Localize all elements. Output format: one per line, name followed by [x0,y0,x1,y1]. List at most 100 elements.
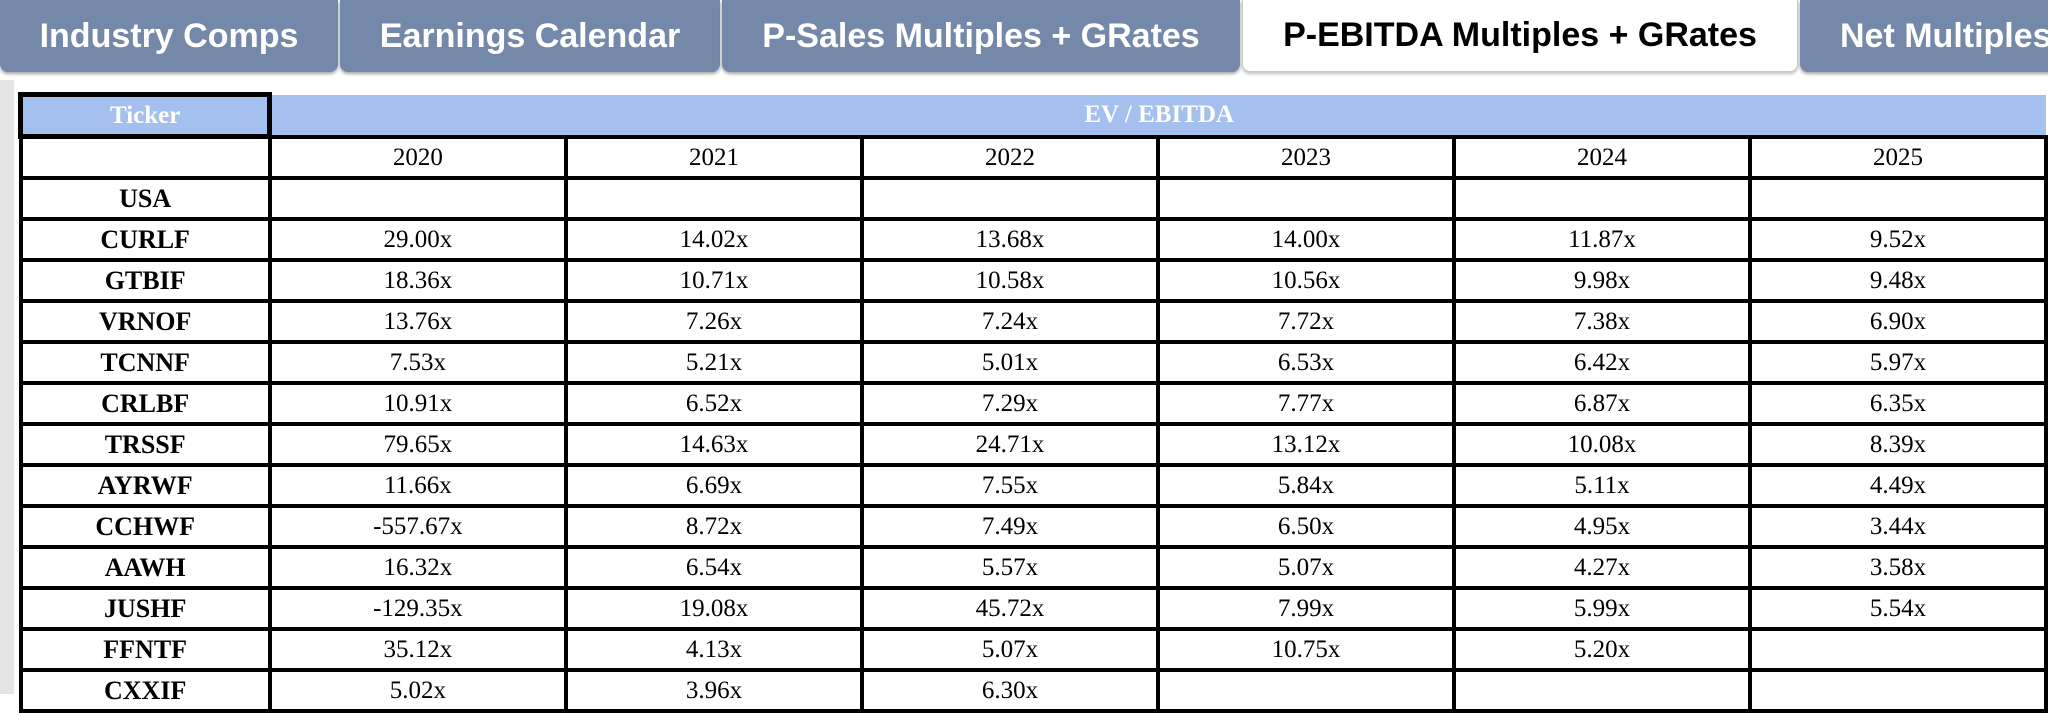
value-cell[interactable] [1748,176,2048,221]
value-cell[interactable]: 5.97x [1748,340,2048,385]
value-cell[interactable]: 7.99x [1155,586,1456,631]
value-cell[interactable]: 6.54x [563,545,864,590]
value-cell[interactable]: 11.66x [267,463,568,508]
value-cell[interactable]: 7.38x [1451,299,1753,344]
ticker-header[interactable]: Ticker [17,92,273,139]
value-cell[interactable]: 29.00x [267,217,568,262]
ticker-cell[interactable]: FFNTF [18,627,272,672]
value-cell[interactable]: 14.63x [563,422,864,467]
value-cell[interactable]: 6.69x [563,463,864,508]
value-cell[interactable]: 4.13x [563,627,864,672]
tab-net-multiples[interactable]: Net Multiples [1800,0,2048,72]
ticker-cell[interactable]: CRLBF [18,381,272,426]
value-cell[interactable]: 5.54x [1748,586,2048,631]
value-cell[interactable]: 4.95x [1451,504,1753,549]
ticker-cell[interactable]: TCNNF [18,340,272,385]
value-cell[interactable]: 45.72x [859,586,1160,631]
value-cell[interactable]: 9.48x [1748,258,2048,303]
value-cell[interactable] [1155,176,1456,221]
tab-industry-comps[interactable]: Industry Comps [0,0,338,72]
value-cell[interactable]: 19.08x [563,586,864,631]
value-cell[interactable] [1451,668,1753,713]
value-cell[interactable]: 8.72x [563,504,864,549]
value-cell[interactable]: 10.08x [1451,422,1753,467]
value-cell[interactable] [563,176,864,221]
value-cell[interactable]: 4.49x [1748,463,2048,508]
value-cell[interactable]: 5.99x [1451,586,1753,631]
value-cell[interactable]: 7.24x [859,299,1160,344]
value-cell[interactable]: 7.77x [1155,381,1456,426]
value-cell[interactable]: 10.56x [1155,258,1456,303]
value-cell[interactable] [267,176,568,221]
value-cell[interactable]: 6.35x [1748,381,2048,426]
value-cell[interactable]: 7.29x [859,381,1160,426]
value-cell[interactable]: 7.49x [859,504,1160,549]
value-cell[interactable]: 13.12x [1155,422,1456,467]
value-cell[interactable]: 6.30x [859,668,1160,713]
year-cell[interactable]: 2022 [859,134,1160,180]
value-cell[interactable]: 11.87x [1451,217,1753,262]
value-cell[interactable]: 79.65x [267,422,568,467]
value-cell[interactable]: 5.07x [859,627,1160,672]
ticker-cell[interactable]: CXXIF [18,668,272,713]
value-cell[interactable]: 7.26x [563,299,864,344]
value-cell[interactable]: 24.71x [859,422,1160,467]
value-cell[interactable]: 10.71x [563,258,864,303]
tab-p-sales-multiples[interactable]: P-Sales Multiples + GRates [722,0,1240,72]
value-cell[interactable]: 7.53x [267,340,568,385]
ticker-cell[interactable]: JUSHF [18,586,272,631]
value-cell[interactable]: 9.98x [1451,258,1753,303]
ticker-cell[interactable]: CURLF [18,217,272,262]
value-cell[interactable]: 14.02x [563,217,864,262]
ticker-cell[interactable]: AAWH [18,545,272,590]
year-cell[interactable]: 2024 [1451,134,1753,180]
value-cell[interactable]: 4.27x [1451,545,1753,590]
value-cell[interactable]: 9.52x [1748,217,2048,262]
value-cell[interactable]: 6.52x [563,381,864,426]
value-cell[interactable]: 13.68x [859,217,1160,262]
value-cell[interactable]: 7.72x [1155,299,1456,344]
value-cell[interactable]: 3.96x [563,668,864,713]
value-cell[interactable]: 5.01x [859,340,1160,385]
year-cell[interactable]: 2020 [267,134,568,180]
value-cell[interactable]: 5.21x [563,340,864,385]
ev-ebitda-header[interactable]: EV / EBITDA [267,94,2046,139]
value-cell[interactable]: 16.32x [267,545,568,590]
ticker-cell[interactable]: CCHWF [18,504,272,549]
ticker-cell[interactable]: VRNOF [18,299,272,344]
year-cell[interactable]: 2021 [563,134,864,180]
value-cell[interactable]: 10.75x [1155,627,1456,672]
value-cell[interactable]: 6.90x [1748,299,2048,344]
value-cell[interactable] [1748,627,2048,672]
value-cell[interactable]: 7.55x [859,463,1160,508]
value-cell[interactable]: -129.35x [267,586,568,631]
tab-earnings-calendar[interactable]: Earnings Calendar [340,0,720,72]
ticker-cell[interactable]: USA [18,176,272,221]
year-row-blank-cell[interactable] [18,134,272,180]
tab-p-ebitda-multiples[interactable]: P-EBITDA Multiples + GRates [1242,0,1798,72]
value-cell[interactable]: 5.11x [1451,463,1753,508]
value-cell[interactable]: 10.58x [859,258,1160,303]
value-cell[interactable]: 5.84x [1155,463,1456,508]
year-cell[interactable]: 2025 [1748,134,2048,180]
value-cell[interactable]: 5.57x [859,545,1160,590]
value-cell[interactable]: 6.50x [1155,504,1456,549]
ticker-cell[interactable]: TRSSF [18,422,272,467]
ticker-cell[interactable]: AYRWF [18,463,272,508]
value-cell[interactable]: 5.20x [1451,627,1753,672]
year-cell[interactable]: 2023 [1155,134,1456,180]
value-cell[interactable] [1748,668,2048,713]
value-cell[interactable]: 5.07x [1155,545,1456,590]
value-cell[interactable]: 6.87x [1451,381,1753,426]
value-cell[interactable]: 10.91x [267,381,568,426]
value-cell[interactable]: 14.00x [1155,217,1456,262]
value-cell[interactable] [859,176,1160,221]
value-cell[interactable]: 6.42x [1451,340,1753,385]
value-cell[interactable]: 8.39x [1748,422,2048,467]
value-cell[interactable]: 5.02x [267,668,568,713]
value-cell[interactable]: 3.58x [1748,545,2048,590]
value-cell[interactable]: -557.67x [267,504,568,549]
ticker-cell[interactable]: GTBIF [18,258,272,303]
value-cell[interactable]: 3.44x [1748,504,2048,549]
value-cell[interactable] [1451,176,1753,221]
